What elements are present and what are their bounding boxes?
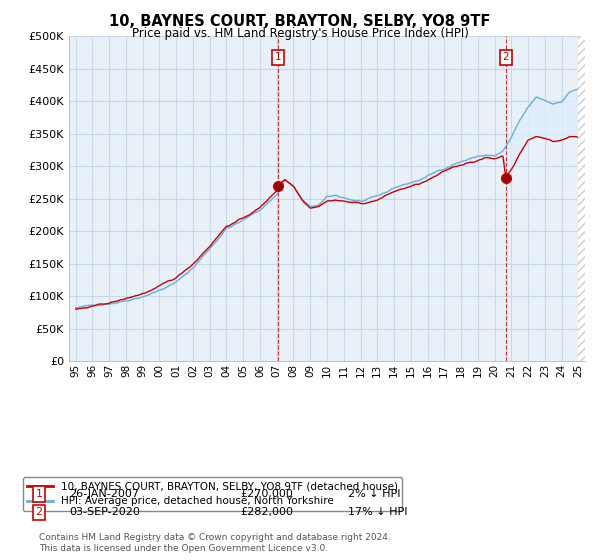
Text: 26-JAN-2007: 26-JAN-2007 (69, 489, 139, 499)
Text: 10, BAYNES COURT, BRAYTON, SELBY, YO8 9TF: 10, BAYNES COURT, BRAYTON, SELBY, YO8 9T… (109, 14, 491, 29)
Text: 1: 1 (275, 52, 281, 62)
Text: 2: 2 (502, 52, 509, 62)
Text: 2% ↓ HPI: 2% ↓ HPI (348, 489, 401, 499)
Text: 03-SEP-2020: 03-SEP-2020 (69, 507, 140, 517)
Text: Contains HM Land Registry data © Crown copyright and database right 2024.
This d: Contains HM Land Registry data © Crown c… (39, 533, 391, 553)
Text: £282,000: £282,000 (240, 507, 293, 517)
Text: Price paid vs. HM Land Registry's House Price Index (HPI): Price paid vs. HM Land Registry's House … (131, 27, 469, 40)
Legend: 10, BAYNES COURT, BRAYTON, SELBY, YO8 9TF (detached house), HPI: Average price, : 10, BAYNES COURT, BRAYTON, SELBY, YO8 9T… (23, 477, 402, 511)
Text: 1: 1 (35, 489, 43, 499)
Text: £270,000: £270,000 (240, 489, 293, 499)
Text: 17% ↓ HPI: 17% ↓ HPI (348, 507, 407, 517)
Text: 2: 2 (35, 507, 43, 517)
